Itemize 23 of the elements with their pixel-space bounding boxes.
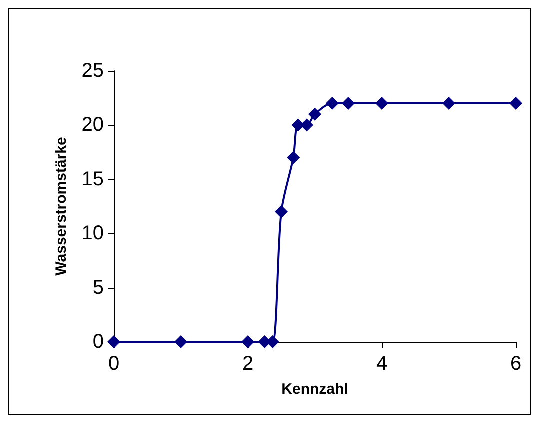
x-tick-label: 2 xyxy=(242,353,254,375)
x-axis-title: Kennzahl xyxy=(282,381,348,398)
y-tick-label: 25 xyxy=(82,60,104,82)
y-tick-label: 0 xyxy=(92,331,104,353)
point xyxy=(174,336,188,348)
y-axis-title: Wasserstromstärke xyxy=(53,137,70,276)
point xyxy=(242,336,254,348)
y-tick-label: 10 xyxy=(82,222,104,245)
y-tick-label: 20 xyxy=(82,114,104,136)
y-tick-label: 5 xyxy=(92,276,104,299)
x-tick-label: 6 xyxy=(510,353,522,375)
point xyxy=(326,97,339,110)
x-tick-label: 4 xyxy=(376,353,388,375)
x-tick-label: 0 xyxy=(108,353,120,375)
point xyxy=(287,151,300,164)
point xyxy=(275,205,288,218)
point xyxy=(108,336,120,348)
point xyxy=(442,97,456,110)
point xyxy=(308,108,322,121)
y-tick-label: 15 xyxy=(82,168,104,190)
point xyxy=(342,97,355,110)
point xyxy=(510,97,522,110)
point xyxy=(376,97,388,110)
